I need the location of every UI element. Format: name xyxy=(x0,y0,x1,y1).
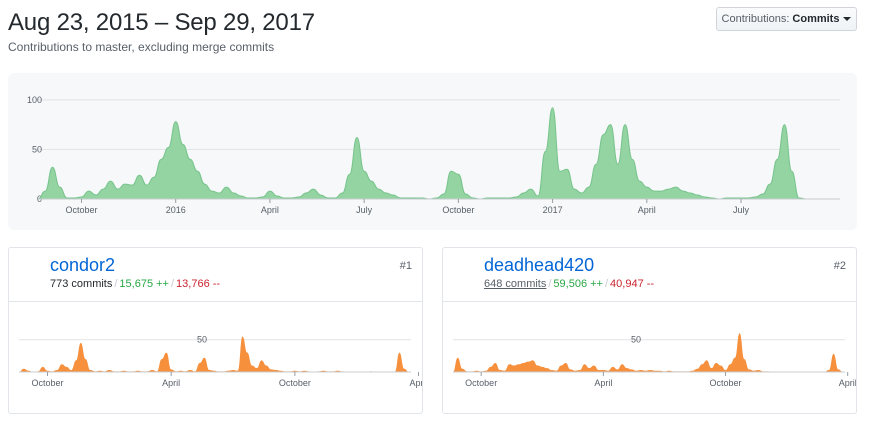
commits-chart-svg: 050100October2016AprilJulyOctober2017Apr… xyxy=(27,95,840,215)
x-tick-label: April xyxy=(594,378,612,388)
x-tick-label: April xyxy=(410,378,422,388)
contributions-dropdown[interactable]: Contributions: Commits xyxy=(716,7,857,31)
contributor-card-deadhead420: deadhead420 648 commits/59,506 ++/40,947… xyxy=(442,247,857,414)
x-tick-label: October xyxy=(32,378,64,388)
dropdown-label: Contributions: xyxy=(721,13,790,25)
y-tick-label: 50 xyxy=(32,144,42,154)
contributor-rank: #1 xyxy=(399,260,412,272)
additions-count: 15,675 ++ xyxy=(119,278,169,290)
x-tick-label: October xyxy=(710,378,742,388)
contributor-username[interactable]: deadhead420 xyxy=(484,255,595,275)
contributor-card-header: condor2 773 commits/15,675 ++/13,766 -- … xyxy=(9,248,422,302)
y-tick-label: 100 xyxy=(27,95,42,105)
contributor-username[interactable]: condor2 xyxy=(50,255,116,275)
caret-down-icon xyxy=(843,17,852,21)
contributor-stats: 773 commits/15,675 ++/13,766 -- xyxy=(50,278,221,290)
avatar[interactable] xyxy=(18,258,46,286)
x-tick-label: October xyxy=(65,205,97,215)
y-tick-label: 50 xyxy=(631,335,641,345)
commits-area xyxy=(453,333,843,372)
y-tick-label: 50 xyxy=(197,335,207,345)
commit-count: 773 commits xyxy=(50,278,113,290)
x-tick-label: April xyxy=(261,205,279,215)
avatar[interactable] xyxy=(452,258,480,286)
x-tick-label: July xyxy=(733,205,750,215)
commits-chart: 050100October2016AprilJulyOctober2017Apr… xyxy=(8,73,857,230)
contributor-card-condor2: condor2 773 commits/15,675 ++/13,766 -- … xyxy=(8,247,423,414)
deletions-count: 13,766 -- xyxy=(176,278,221,290)
x-tick-label: July xyxy=(356,205,373,215)
contributor-chart-condor2: 50 October April October April xyxy=(19,335,422,388)
x-tick-label: October xyxy=(442,205,474,215)
deletions-count: 40,947 -- xyxy=(610,278,655,290)
commit-count-link[interactable]: 648 commits xyxy=(484,278,547,290)
contributor-stats: 648 commits/59,506 ++/40,947 -- xyxy=(484,278,655,290)
page-title: Aug 23, 2015 – Sep 29, 2017 xyxy=(8,9,315,36)
contributor-chart-deadhead420: 50 October April October April xyxy=(453,333,856,388)
x-tick-label: April xyxy=(638,205,656,215)
contributor-card-header: deadhead420 648 commits/59,506 ++/40,947… xyxy=(443,248,856,302)
page-subtitle: Contributions to master, excluding merge… xyxy=(8,40,275,54)
contributor-rank: #2 xyxy=(833,260,846,272)
commits-area xyxy=(19,336,409,372)
x-tick-label: April xyxy=(839,378,856,388)
x-tick-label: 2016 xyxy=(166,205,186,215)
dropdown-value: Commits xyxy=(792,13,840,25)
x-tick-label: October xyxy=(465,378,497,388)
x-tick-label: October xyxy=(279,378,311,388)
x-tick-label: 2017 xyxy=(543,205,563,215)
additions-count: 59,506 ++ xyxy=(553,278,603,290)
x-tick-label: April xyxy=(162,378,180,388)
commits-area xyxy=(37,107,828,200)
